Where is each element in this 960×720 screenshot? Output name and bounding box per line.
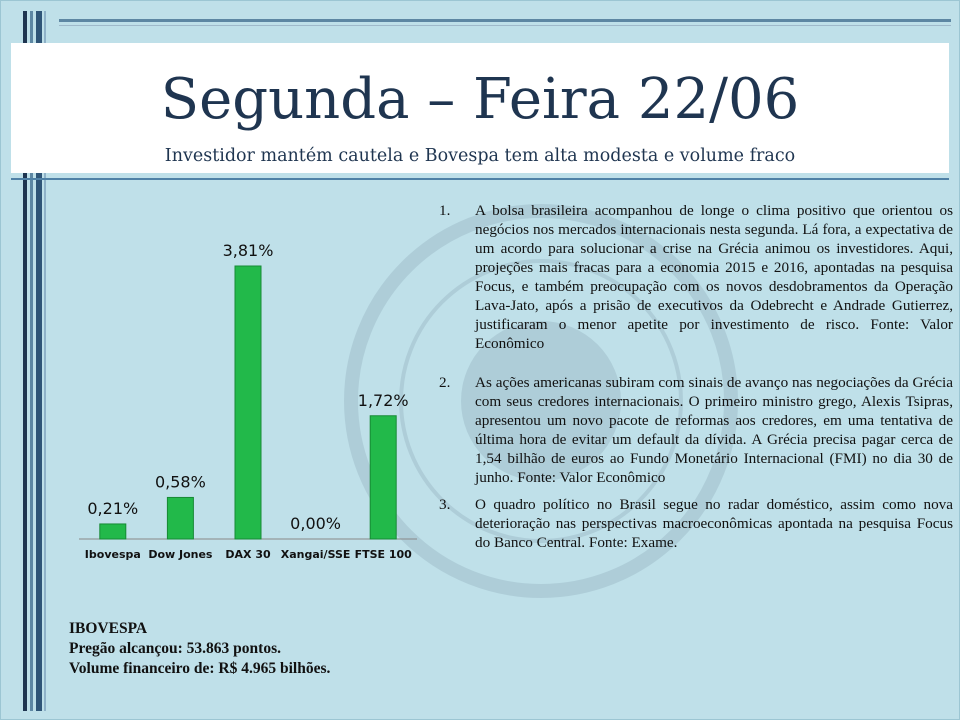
header-divider	[11, 178, 949, 180]
news-list: 1. A bolsa brasileira acompanhou de long…	[437, 201, 953, 552]
news-number: 2.	[439, 374, 451, 391]
x-tick-label: Xangai/SSE	[281, 548, 351, 561]
news-text: O quadro político no Brasil segue no rad…	[475, 496, 953, 551]
data-label: 0,00%	[290, 514, 341, 533]
news-item: 2. As ações americanas subiram com sinai…	[437, 373, 953, 487]
x-tick-label: Ibovespa	[85, 548, 141, 561]
ibovespa-pregao: Pregão alcançou: 53.863 pontos.	[69, 640, 281, 657]
news-number: 3.	[439, 496, 451, 513]
data-label: 3,81%	[223, 241, 274, 260]
data-label: 0,58%	[155, 472, 206, 491]
news-item: 3. O quadro político no Brasil segue no …	[437, 495, 953, 552]
decorative-line-thin	[59, 25, 951, 26]
news-text: As ações americanas subiram com sinais d…	[475, 374, 953, 486]
news-number: 1.	[439, 202, 451, 219]
x-tick-label: FTSE 100	[355, 548, 413, 561]
decorative-line	[59, 19, 951, 22]
news-text: A bolsa brasileira acompanhou de longe o…	[475, 202, 953, 352]
bar-chart: 0,21% Ibovespa 0,58% Dow Jones 3,81% DAX 30 0,…	[73, 221, 423, 581]
ibovespa-volume: Volume financeiro de: R$ 4.965 bilhões.	[69, 660, 331, 677]
title-banner: Segunda – Feira 22/06 Investidor mantém …	[11, 43, 949, 173]
bar-ibovespa	[99, 523, 127, 540]
bar-ftse-100	[369, 415, 397, 540]
bar-dow-jones	[166, 496, 194, 540]
page-title: Segunda – Feira 22/06	[160, 67, 800, 132]
news-item: 1. A bolsa brasileira acompanhou de long…	[437, 201, 953, 353]
x-tick-label: DAX 30	[225, 548, 271, 561]
ibovespa-heading: IBOVESPA	[69, 620, 148, 637]
page-subtitle: Investidor mantém cautela e Bovespa tem …	[164, 146, 796, 166]
data-label: 0,21%	[87, 499, 138, 518]
watermark-seal	[344, 204, 738, 598]
x-tick-label: Dow Jones	[148, 548, 213, 561]
bar-dax-30	[234, 265, 262, 540]
ibovespa-summary: IBOVESPA Pregão alcançou: 53.863 pontos.…	[69, 619, 330, 679]
decorative-stripes	[23, 11, 47, 711]
data-label: 1,72%	[358, 391, 409, 410]
